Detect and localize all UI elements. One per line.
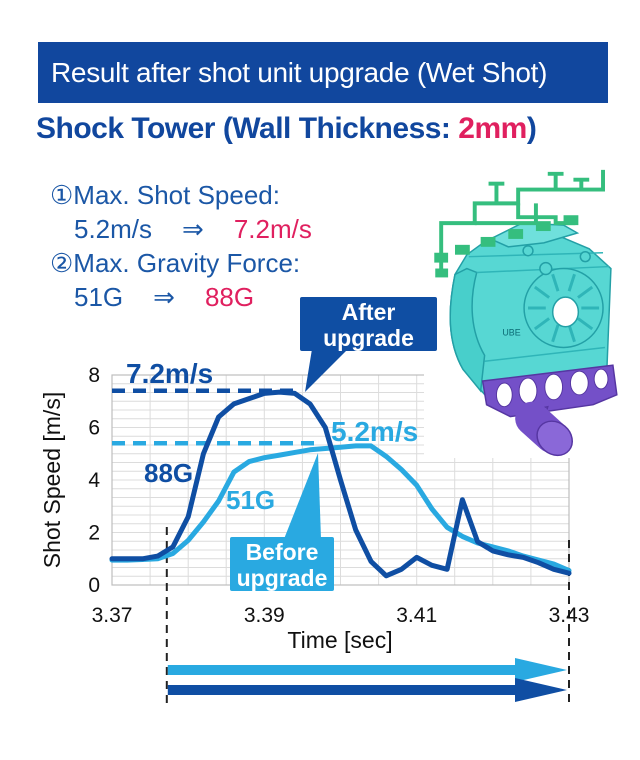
bullet-gravity-label: ②Max. Gravity Force: (50, 248, 301, 278)
after-max-speed-label: 7.2m/s (126, 358, 214, 389)
gravity-after: 88G (204, 282, 255, 312)
shot-speed-before: 5.2m/s (74, 214, 153, 244)
slide-title: Result after shot unit upgrade (Wet Shot… (51, 57, 548, 88)
bullet-shot-speed-label: ①Max. Shot Speed: (50, 180, 280, 210)
sprue-end (536, 420, 573, 457)
callout-after-upgrade: After upgrade (300, 297, 437, 351)
hub-spokes (528, 273, 600, 343)
bullet-shot-speed-values: 5.2m/s ⇒ 7.2m/s (50, 212, 312, 246)
wall-thickness-value: 2mm (458, 112, 527, 145)
hub-hole (551, 296, 580, 328)
part-heading: Shock Tower (Wall Thickness: 2mm) (36, 112, 537, 146)
shot-speed-after: 7.2m/s (233, 214, 312, 244)
x-tick-3.43: 3.43 (549, 604, 590, 627)
model-badge: UBE (502, 328, 520, 338)
casting-body: UBE (449, 222, 612, 402)
after-upgrade-range-arrow (167, 678, 567, 702)
shock-tower-model-svg: UBE (434, 169, 618, 457)
x-tick-3.37: 3.37 (92, 604, 133, 627)
x-tick-3.39: 3.39 (244, 604, 285, 627)
callout-after-line2: upgrade (323, 325, 414, 351)
bullet-gravity-values: 51G ⇒ 88G (50, 280, 312, 314)
callout-after-line1: After (341, 299, 396, 325)
gravity-before: 51G (74, 282, 124, 312)
heading-text: Shock Tower (Wall Thickness: (36, 112, 459, 145)
after-gforce-label: 88G (144, 458, 194, 488)
y-tick-8: 8 (88, 364, 100, 387)
runner-gate (481, 364, 618, 457)
y-tick-4: 4 (88, 469, 100, 492)
callout-before-line2: upgrade (236, 565, 328, 591)
before-upgrade-range-arrow (167, 658, 567, 682)
y-axis-title: Shot Speed [m/s] (39, 391, 65, 569)
arrow-glyph: ⇒ (182, 214, 204, 244)
arrow-glyph: ⇒ (153, 282, 175, 312)
shot-speed-chart: 3.37 3.39 3.41 3.43 0 2 4 6 8 Time [sec] (0, 340, 640, 720)
y-tick-6: 6 (88, 417, 100, 440)
series-before-upgrade (109, 443, 572, 574)
callout-before-upgrade: Before upgrade (230, 537, 334, 591)
series-after-upgrade (109, 389, 572, 579)
y-tick-0: 0 (88, 574, 100, 597)
callout-before-line1: Before (245, 539, 319, 565)
x-axis-title: Time [sec] (287, 627, 392, 653)
y-tick-2: 2 (88, 522, 100, 545)
before-gforce-label: 51G (226, 485, 276, 515)
shock-tower-model-image: UBE (424, 158, 636, 458)
vent-pads (434, 215, 579, 278)
before-max-speed-label: 5.2m/s (331, 416, 419, 447)
heading-suffix: ) (526, 112, 537, 145)
shot-speed-chart-svg: 3.37 3.39 3.41 3.43 0 2 4 6 8 Time [sec] (88, 364, 590, 708)
slide-title-banner: Result after shot unit upgrade (Wet Shot… (38, 42, 608, 103)
x-tick-3.41: 3.41 (396, 604, 437, 627)
result-bullets: ①Max. Shot Speed: 5.2m/s ⇒ 7.2m/s ②Max. Gr… (50, 178, 312, 314)
